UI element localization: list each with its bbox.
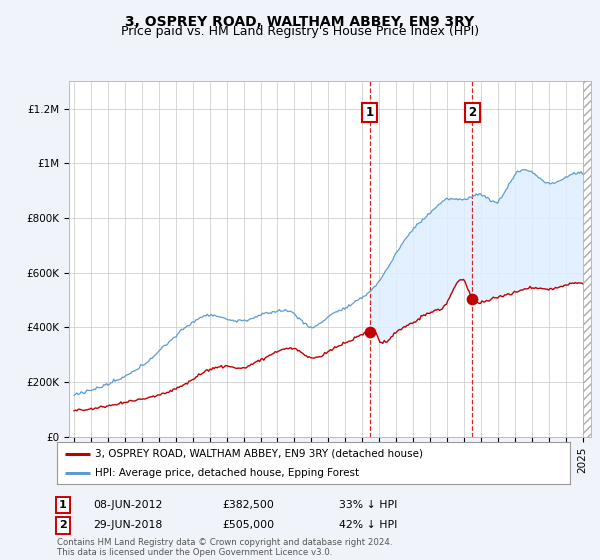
Text: 08-JUN-2012: 08-JUN-2012 — [93, 500, 163, 510]
Text: £505,000: £505,000 — [222, 520, 274, 530]
Point — [365, 328, 374, 337]
Text: 2: 2 — [468, 106, 476, 119]
Text: 3, OSPREY ROAD, WALTHAM ABBEY, EN9 3RY: 3, OSPREY ROAD, WALTHAM ABBEY, EN9 3RY — [125, 15, 475, 29]
Text: 42% ↓ HPI: 42% ↓ HPI — [339, 520, 397, 530]
Text: 33% ↓ HPI: 33% ↓ HPI — [339, 500, 397, 510]
Text: 1: 1 — [59, 500, 67, 510]
Text: £382,500: £382,500 — [222, 500, 274, 510]
Point — [467, 294, 477, 303]
Text: HPI: Average price, detached house, Epping Forest: HPI: Average price, detached house, Eppi… — [95, 468, 359, 478]
Text: Contains HM Land Registry data © Crown copyright and database right 2024.
This d: Contains HM Land Registry data © Crown c… — [57, 538, 392, 557]
Text: 3, OSPREY ROAD, WALTHAM ABBEY, EN9 3RY (detached house): 3, OSPREY ROAD, WALTHAM ABBEY, EN9 3RY (… — [95, 449, 424, 459]
Text: Price paid vs. HM Land Registry's House Price Index (HPI): Price paid vs. HM Land Registry's House … — [121, 25, 479, 38]
Text: 1: 1 — [365, 106, 374, 119]
Text: 2: 2 — [59, 520, 67, 530]
Text: 29-JUN-2018: 29-JUN-2018 — [93, 520, 162, 530]
